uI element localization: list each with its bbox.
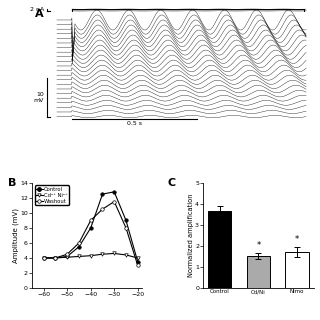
Bar — [208, 211, 231, 288]
Y-axis label: Amplitude (mV): Amplitude (mV) — [12, 208, 19, 263]
Bar — [72, 9, 306, 11]
Text: C: C — [168, 178, 176, 188]
Text: 10
mV: 10 mV — [34, 92, 44, 103]
Text: *: * — [295, 235, 299, 244]
Y-axis label: Normalized amplification: Normalized amplification — [188, 194, 194, 277]
Text: *: * — [256, 241, 260, 250]
Bar — [247, 256, 270, 288]
Text: A: A — [35, 9, 44, 19]
Legend: Control, Cd²⁺ Ni²⁺, Washout: Control, Cd²⁺ Ni²⁺, Washout — [35, 186, 69, 205]
Text: 2 nA: 2 nA — [30, 7, 44, 12]
Text: B: B — [8, 178, 16, 188]
Bar — [285, 252, 308, 288]
Text: 0.5 s: 0.5 s — [127, 121, 142, 126]
